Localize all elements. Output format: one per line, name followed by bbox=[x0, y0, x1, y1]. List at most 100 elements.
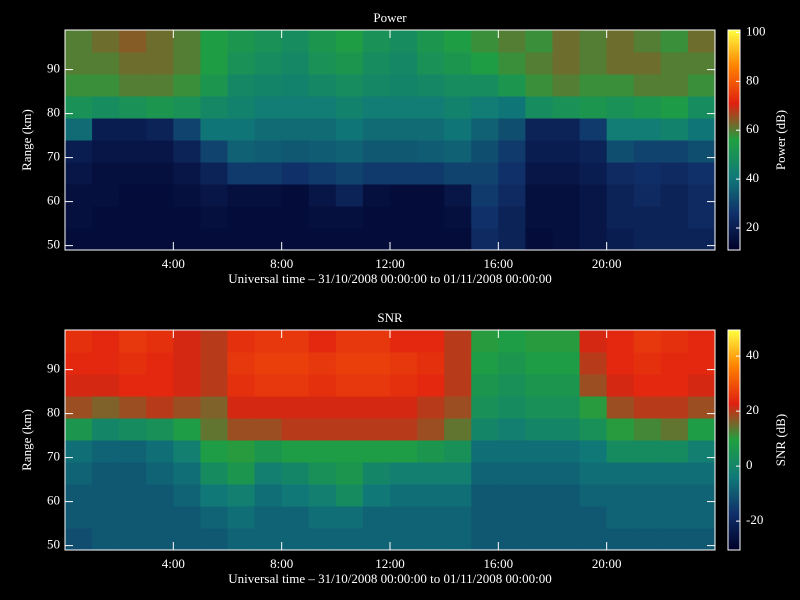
heat-cell bbox=[173, 74, 201, 97]
heat-cell bbox=[606, 52, 635, 75]
heat-cell bbox=[552, 184, 581, 207]
heat-cell bbox=[254, 140, 283, 163]
heat-cell bbox=[606, 30, 635, 53]
heat-cell bbox=[200, 140, 228, 163]
heat-cell bbox=[65, 506, 93, 529]
heat-cell bbox=[498, 484, 526, 507]
heat-cell bbox=[687, 30, 716, 53]
heat-cell bbox=[65, 140, 93, 163]
heat-cell bbox=[498, 506, 526, 529]
colorbar-tick-label: 40 bbox=[746, 170, 759, 185]
panel-title: Power bbox=[373, 10, 407, 25]
heat-cell bbox=[660, 96, 689, 119]
heat-cell bbox=[362, 330, 391, 353]
heat-cell bbox=[254, 30, 283, 53]
colorbar bbox=[727, 29, 741, 251]
heat-cell bbox=[119, 484, 147, 507]
heat-cell bbox=[444, 352, 472, 375]
heat-cell bbox=[606, 396, 635, 419]
heat-cell bbox=[335, 206, 364, 229]
heat-cell bbox=[687, 528, 716, 551]
heat-cell bbox=[335, 30, 364, 53]
heat-cell bbox=[687, 74, 716, 97]
heat-cell bbox=[254, 52, 283, 75]
heat-cell bbox=[227, 96, 256, 119]
heat-cell bbox=[173, 484, 201, 507]
colorbar-tick-label: 60 bbox=[746, 121, 759, 136]
heat-cell bbox=[444, 330, 472, 353]
heat-cell bbox=[660, 352, 689, 375]
heat-cell bbox=[525, 528, 553, 551]
heat-cell bbox=[579, 330, 608, 353]
heat-cell bbox=[200, 162, 228, 185]
heat-cell bbox=[146, 462, 174, 485]
heat-cell bbox=[227, 118, 256, 141]
heat-cell bbox=[498, 462, 526, 485]
heat-cell bbox=[471, 528, 499, 551]
heat-cell bbox=[200, 352, 228, 375]
heat-cell bbox=[65, 484, 93, 507]
heat-cell bbox=[227, 140, 256, 163]
heat-cell bbox=[444, 184, 472, 207]
heat-cell bbox=[660, 118, 689, 141]
heat-cell bbox=[660, 206, 689, 229]
heat-cell bbox=[471, 352, 499, 375]
heat-cell bbox=[65, 396, 93, 419]
heat-cell bbox=[362, 462, 391, 485]
heat-cell bbox=[444, 440, 472, 463]
heat-cell bbox=[227, 184, 256, 207]
heat-cell bbox=[390, 140, 418, 163]
heat-cell bbox=[119, 462, 147, 485]
heat-cell bbox=[633, 140, 662, 163]
y-tick-label: 60 bbox=[47, 493, 60, 508]
heat-cell bbox=[308, 30, 337, 53]
heat-cell bbox=[200, 30, 228, 53]
heat-cell bbox=[335, 528, 364, 551]
heat-cell bbox=[525, 352, 553, 375]
heat-cell bbox=[281, 30, 310, 53]
heat-cell bbox=[552, 162, 581, 185]
heat-cell bbox=[417, 396, 445, 419]
heat-cell bbox=[65, 374, 93, 397]
y-tick-label: 70 bbox=[47, 449, 60, 464]
heat-cell bbox=[606, 440, 635, 463]
heat-cell bbox=[444, 484, 472, 507]
heat-cell bbox=[200, 330, 228, 353]
heat-cell bbox=[92, 418, 120, 441]
heat-cell bbox=[633, 74, 662, 97]
heat-cell bbox=[498, 374, 526, 397]
heat-cell bbox=[579, 206, 608, 229]
heat-cell bbox=[660, 396, 689, 419]
heat-cell bbox=[552, 30, 581, 53]
heat-cell bbox=[308, 52, 337, 75]
heat-cell bbox=[390, 352, 418, 375]
heat-cell bbox=[660, 184, 689, 207]
heat-cell bbox=[390, 528, 418, 551]
heat-cell bbox=[146, 396, 174, 419]
heat-cell bbox=[498, 418, 526, 441]
heat-cell bbox=[417, 228, 445, 251]
heat-cell bbox=[579, 74, 608, 97]
x-tick-label: 20:00 bbox=[592, 256, 622, 271]
heat-cell bbox=[390, 52, 418, 75]
heat-cell bbox=[417, 52, 445, 75]
heat-cell bbox=[281, 374, 310, 397]
heat-cell bbox=[281, 184, 310, 207]
heat-cell bbox=[254, 118, 283, 141]
y-tick-label: 50 bbox=[47, 237, 60, 252]
heat-cell bbox=[552, 96, 581, 119]
heat-cell bbox=[200, 374, 228, 397]
heat-cell bbox=[633, 352, 662, 375]
heat-cell bbox=[606, 118, 635, 141]
heat-cell bbox=[660, 162, 689, 185]
heat-cell bbox=[335, 506, 364, 529]
heat-cell bbox=[308, 374, 337, 397]
heat-cell bbox=[417, 440, 445, 463]
heat-cell bbox=[119, 206, 147, 229]
heat-cell bbox=[687, 184, 716, 207]
heat-cell bbox=[660, 418, 689, 441]
heat-cell bbox=[390, 396, 418, 419]
heat-cell bbox=[552, 118, 581, 141]
heat-cell bbox=[200, 418, 228, 441]
heat-cell bbox=[471, 418, 499, 441]
